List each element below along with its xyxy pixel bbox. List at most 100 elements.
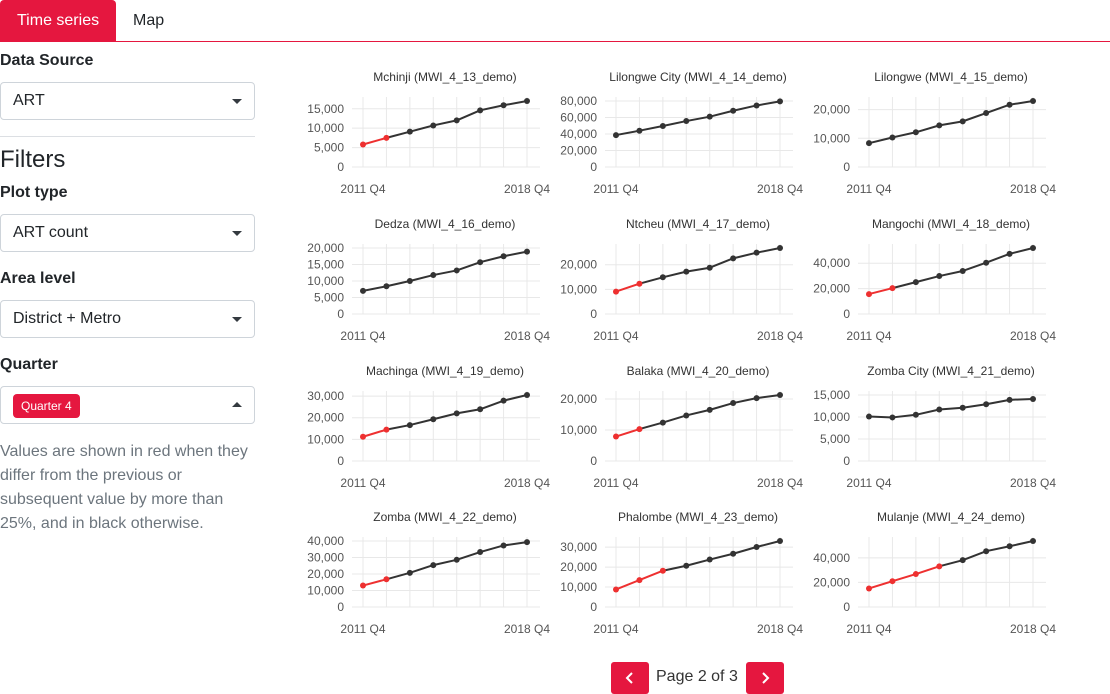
data-point — [477, 406, 484, 413]
quarter-select[interactable]: Quarter 4 — [0, 386, 255, 424]
data-point — [453, 556, 460, 563]
series-segment — [503, 394, 528, 402]
series-segment — [615, 428, 640, 438]
area-level-label: Area level — [0, 270, 76, 287]
chart-title: Mchinji (MWI_4_13_demo) — [373, 70, 516, 84]
data-point — [936, 563, 943, 570]
series-segment — [615, 129, 640, 137]
data-point — [406, 278, 413, 284]
data-point — [936, 273, 943, 280]
x-tick-label: 2018 Q4 — [757, 329, 803, 343]
series-segment — [868, 415, 893, 419]
y-tick-label: 20,000 — [307, 567, 344, 581]
series-segment — [915, 275, 940, 284]
series-segment — [639, 276, 664, 285]
x-tick-label: 2011 Q4 — [340, 476, 385, 490]
data-point — [659, 419, 666, 426]
line-chart: Mchinji (MWI_4_13_demo) 0 5,000 10,000 15,00… — [307, 70, 550, 196]
data-point — [477, 549, 484, 556]
data-point — [430, 122, 437, 129]
area-level-select[interactable]: District + Metro — [0, 300, 255, 338]
series-segment — [915, 124, 940, 134]
data-point — [636, 426, 643, 433]
data-point — [383, 134, 390, 141]
tab-time-series[interactable]: Time series — [0, 0, 117, 41]
series-segment — [1009, 100, 1034, 106]
y-tick-label: 10,000 — [813, 410, 850, 424]
data-point — [889, 578, 896, 585]
y-tick-label: 0 — [590, 600, 597, 614]
data-point — [983, 259, 990, 266]
series-segment — [962, 403, 987, 409]
series-segment — [756, 540, 781, 548]
series-segment — [868, 287, 893, 296]
series-segment — [409, 564, 434, 574]
y-tick-label: 0 — [843, 454, 850, 468]
y-tick-label: 60,000 — [560, 111, 597, 125]
series-segment — [662, 120, 687, 127]
next-page-button[interactable] — [746, 662, 784, 694]
chart-title: Phalombe (MWI_4_23_demo) — [618, 510, 778, 524]
data-point — [636, 127, 643, 134]
data-point — [360, 433, 366, 440]
data-source-select[interactable]: ART — [0, 82, 255, 120]
data-point — [777, 392, 783, 398]
data-point — [730, 550, 737, 557]
series-segment — [868, 580, 893, 590]
y-tick-label: 30,000 — [560, 540, 597, 554]
chevron-down-icon — [232, 231, 242, 236]
chart-panel: Ntcheu (MWI_4_17_demo) 0 10,000 20,000 2011 … — [548, 212, 813, 347]
series-segment — [985, 545, 1010, 553]
series-segment — [362, 285, 387, 292]
data-point — [777, 245, 783, 251]
series-segment — [479, 255, 504, 264]
data-point — [477, 107, 484, 114]
data-point — [636, 280, 643, 287]
plot-type-select[interactable]: ART count — [0, 214, 255, 252]
series-segment — [433, 558, 457, 567]
data-point — [500, 397, 507, 404]
data-point — [912, 571, 919, 578]
y-tick-label: 20,000 — [813, 282, 850, 296]
y-tick-label: 40,000 — [307, 534, 344, 548]
chart-title: Lilongwe (MWI_4_15_demo) — [874, 70, 1027, 84]
series-segment — [892, 413, 916, 419]
tab-map[interactable]: Map — [133, 12, 165, 29]
series-segment — [732, 546, 757, 555]
data-point — [1006, 396, 1013, 403]
chart-panel: Mchinji (MWI_4_13_demo) 0 5,000 10,000 15,00… — [295, 65, 560, 200]
series-segment — [662, 414, 687, 424]
x-tick-label: 2011 Q4 — [593, 182, 638, 196]
y-tick-label: 0 — [337, 307, 344, 321]
y-tick-label: 10,000 — [307, 274, 344, 288]
y-tick-label: 15,000 — [307, 102, 344, 116]
data-point — [1030, 538, 1036, 544]
chevron-right-icon — [762, 672, 770, 684]
data-point — [383, 283, 390, 290]
line-chart: Mangochi (MWI_4_18_demo) 0 20,000 40,000 201… — [813, 217, 1056, 343]
y-tick-label: 10,000 — [307, 121, 344, 135]
data-point — [430, 272, 437, 279]
quarter-label: Quarter — [0, 356, 58, 373]
x-tick-label: 2011 Q4 — [340, 622, 385, 636]
series-segment — [985, 398, 1010, 406]
line-chart: Lilongwe (MWI_4_15_demo) 0 10,000 20,000 201… — [813, 70, 1056, 196]
series-segment — [939, 269, 963, 278]
series-segment — [409, 418, 434, 427]
data-point — [524, 98, 530, 104]
data-point — [453, 267, 460, 274]
data-point — [524, 248, 530, 255]
plot-type-value: ART count — [13, 224, 89, 241]
series-segment — [1009, 540, 1034, 548]
data-point — [1030, 245, 1036, 251]
series-segment — [892, 131, 917, 139]
data-point — [1006, 250, 1013, 257]
line-chart: Lilongwe City (MWI_4_14_demo) 0 20,000 40,0… — [560, 70, 803, 196]
x-tick-label: 2018 Q4 — [504, 622, 550, 636]
series-segment — [615, 282, 640, 293]
quarter-badge[interactable]: Quarter 4 — [13, 394, 80, 418]
y-tick-label: 0 — [843, 600, 850, 614]
series-segment — [732, 251, 757, 260]
previous-page-button[interactable] — [611, 662, 649, 694]
chart-title: Lilongwe City (MWI_4_14_demo) — [609, 70, 786, 84]
